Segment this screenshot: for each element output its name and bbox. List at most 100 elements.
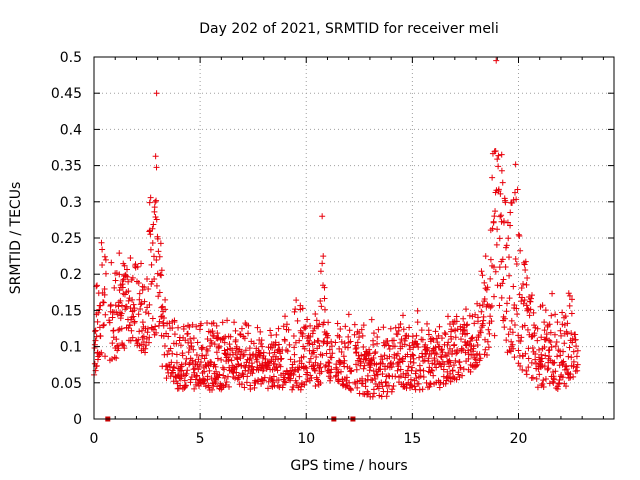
data-point <box>158 267 165 274</box>
data-point <box>290 383 297 390</box>
y-axis-label: SRMTID / TECUs <box>8 182 24 295</box>
data-point <box>495 152 502 159</box>
data-point <box>135 311 142 318</box>
data-point <box>574 361 581 368</box>
data-point <box>275 325 282 332</box>
data-point <box>235 361 242 368</box>
data-point <box>438 354 445 361</box>
data-point <box>317 360 324 367</box>
data-point <box>490 264 497 271</box>
data-point <box>441 361 448 368</box>
x-tick-label: 20 <box>510 431 528 447</box>
data-point <box>443 353 450 360</box>
data-point <box>306 359 313 366</box>
data-point <box>450 362 457 369</box>
data-point <box>541 327 548 334</box>
data-point <box>488 318 495 325</box>
data-point <box>229 347 236 354</box>
data-point <box>149 225 156 232</box>
data-point <box>169 324 176 331</box>
x-tick-label: 15 <box>403 431 421 447</box>
data-point <box>231 319 238 326</box>
data-point <box>97 333 104 340</box>
data-point <box>474 361 481 368</box>
data-point <box>492 148 499 155</box>
data-point <box>442 331 449 338</box>
data-point <box>554 319 561 326</box>
y-tick-label: 0.5 <box>60 50 82 66</box>
data-point <box>127 337 134 344</box>
data-point <box>554 353 561 360</box>
data-point <box>565 290 572 297</box>
data-point <box>439 335 446 342</box>
x-tick-label: 5 <box>196 431 205 447</box>
data-point <box>359 332 366 339</box>
data-point <box>215 374 222 381</box>
data-point <box>261 374 268 381</box>
data-point <box>117 297 124 304</box>
data-point <box>147 246 154 253</box>
data-point <box>109 340 116 347</box>
data-point <box>447 359 454 366</box>
data-point <box>463 322 470 329</box>
data-point <box>553 339 560 346</box>
data-point <box>492 268 499 275</box>
data-point <box>328 343 335 350</box>
data-point <box>523 367 530 374</box>
data-point <box>490 218 497 225</box>
data-point <box>233 343 240 350</box>
data-point <box>511 189 518 196</box>
data-point <box>250 340 257 347</box>
data-point <box>214 355 221 362</box>
data-point <box>150 326 157 333</box>
data-point <box>447 378 454 385</box>
data-point <box>520 300 527 307</box>
data-point <box>148 261 155 268</box>
data-point <box>94 318 101 325</box>
data-point <box>311 339 318 346</box>
data-point <box>445 374 452 381</box>
data-point <box>190 335 197 342</box>
data-point <box>512 255 519 262</box>
data-point <box>521 296 528 303</box>
data-point <box>505 235 512 242</box>
data-point <box>112 277 119 284</box>
data-point <box>194 372 201 379</box>
data-point <box>444 341 451 348</box>
y-tick-label: 0.05 <box>51 376 82 392</box>
data-point <box>302 325 309 332</box>
data-point <box>538 355 545 362</box>
data-point <box>167 345 174 352</box>
data-point <box>509 199 516 206</box>
data-point <box>156 253 163 260</box>
data-point <box>318 303 325 310</box>
data-point <box>360 344 367 351</box>
data-point <box>324 340 331 347</box>
data-point <box>417 373 424 380</box>
data-point <box>493 241 500 248</box>
data-point <box>409 351 416 358</box>
data-point <box>129 274 136 281</box>
data-point <box>327 369 334 376</box>
data-point <box>289 386 296 393</box>
data-point <box>213 368 220 375</box>
data-point <box>187 335 194 342</box>
data-point <box>532 356 539 363</box>
data-point <box>415 380 422 387</box>
data-point <box>419 336 426 343</box>
data-point <box>185 349 192 356</box>
data-point <box>513 305 520 312</box>
data-point <box>414 307 421 314</box>
data-point <box>455 369 462 376</box>
data-point <box>511 301 518 308</box>
data-point <box>394 367 401 374</box>
data-point <box>470 345 477 352</box>
data-point <box>390 382 397 389</box>
data-point <box>559 374 566 381</box>
data-point <box>392 373 399 380</box>
data-point <box>497 190 504 197</box>
data-point <box>280 323 287 330</box>
data-point <box>536 371 543 378</box>
data-point <box>304 316 311 323</box>
data-point <box>285 326 292 333</box>
